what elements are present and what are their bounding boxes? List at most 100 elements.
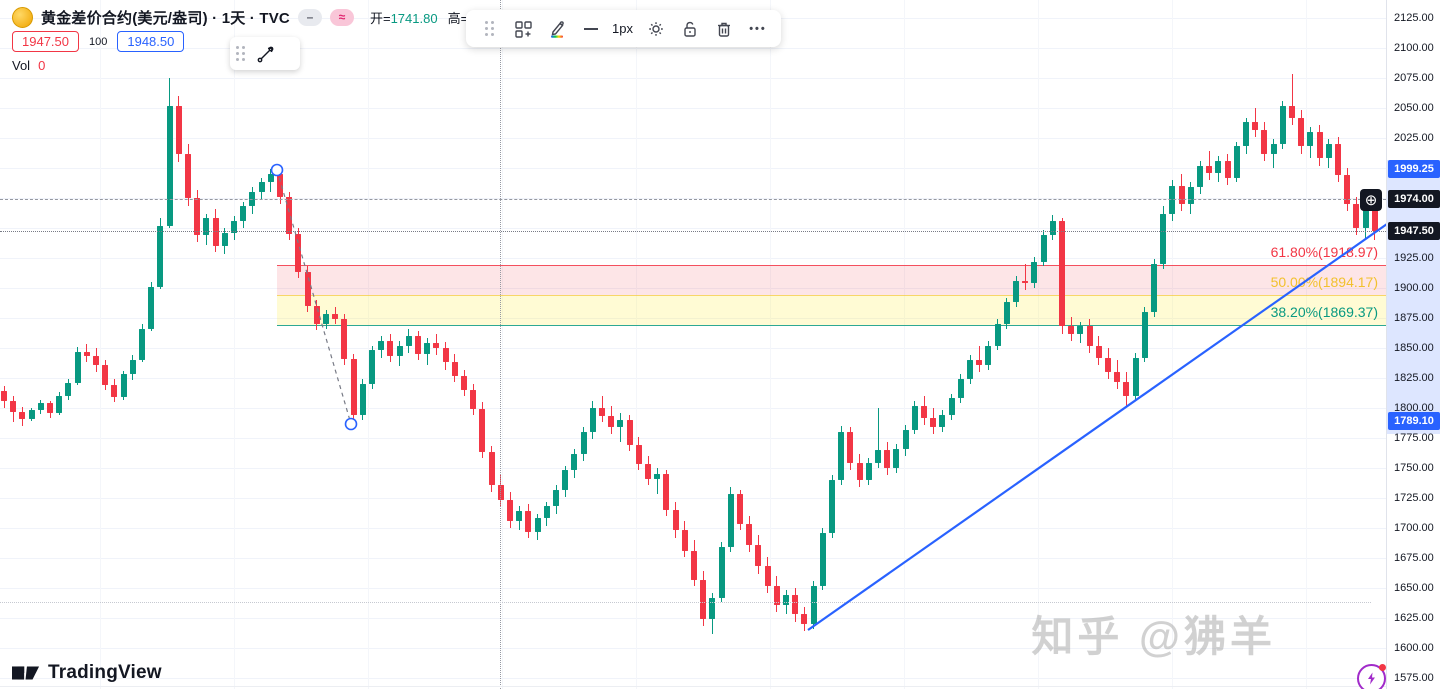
candle-body xyxy=(175,105,182,154)
delete-trash-icon[interactable] xyxy=(709,15,739,43)
hgrid-line xyxy=(0,78,1386,79)
candle-body xyxy=(267,174,274,183)
vgrid-line xyxy=(368,0,369,689)
axis-tick-label: 1850.00 xyxy=(1394,342,1434,354)
candle-body xyxy=(1132,357,1139,396)
candle-body xyxy=(1123,381,1130,396)
more-options-icon[interactable]: ••• xyxy=(749,22,767,35)
quick-action-flash-button[interactable] xyxy=(1357,664,1386,689)
vgrid-line xyxy=(1172,0,1173,689)
candle-body xyxy=(921,405,927,418)
zhihu-watermark: 知乎 @狒羊 xyxy=(1031,613,1276,660)
candle-body xyxy=(396,345,403,357)
candle-body xyxy=(875,450,881,464)
fib-level-label: 38.20%(1869.37) xyxy=(1270,303,1378,320)
candle-body xyxy=(1279,105,1286,144)
add-order-plus-button[interactable]: ⊕ xyxy=(1360,189,1382,211)
fib-level-line[interactable] xyxy=(277,324,1386,326)
candle-body xyxy=(635,445,642,465)
hgrid-line xyxy=(0,438,1386,439)
candle-body xyxy=(1013,280,1019,303)
candle-body xyxy=(902,429,909,449)
candle-body xyxy=(819,532,826,586)
candle-body xyxy=(83,351,90,357)
candle-body xyxy=(451,362,458,376)
candle-body xyxy=(295,234,302,273)
candle-body xyxy=(672,510,679,531)
hgrid-line xyxy=(0,228,1386,229)
drag-handle-icon[interactable] xyxy=(236,46,245,61)
candle-wick xyxy=(1208,151,1210,180)
candle-body xyxy=(700,579,707,620)
candle-body xyxy=(120,374,127,398)
fib-anchor-handle-bottom[interactable] xyxy=(344,417,358,431)
candle-body xyxy=(1243,122,1249,147)
axis-tick-label: 2100.00 xyxy=(1394,42,1434,54)
fib-level-line[interactable] xyxy=(277,265,1386,267)
candle-body xyxy=(1049,220,1056,236)
axis-tick-label: 2125.00 xyxy=(1394,12,1434,24)
candle-body xyxy=(93,356,99,365)
candle-body xyxy=(185,153,191,198)
hgrid-line xyxy=(0,648,1386,649)
hide-indicator-pill[interactable]: – xyxy=(297,8,322,26)
quantity-value[interactable]: 100 xyxy=(89,35,108,48)
candle-body xyxy=(1,391,7,401)
line-width-icon[interactable] xyxy=(576,15,606,43)
hgrid-line xyxy=(0,258,1386,259)
candle-body xyxy=(829,480,835,533)
candle-body xyxy=(479,409,486,453)
price-axis[interactable]: 2125.00 2100.00 2075.00 2050.00 2025.00 1925.… xyxy=(1386,0,1440,689)
candle-body xyxy=(608,416,615,428)
tradingview-logo[interactable]: TradingView xyxy=(12,662,162,684)
wave-indicator-pill[interactable]: ≈ xyxy=(329,8,354,26)
candle-body xyxy=(1160,213,1167,264)
candle-body xyxy=(1105,357,1111,372)
fib-level-label: 50.00%(1894.17) xyxy=(1270,273,1378,290)
axis-tick-label: 1700.00 xyxy=(1394,522,1434,534)
vol-label: Vol xyxy=(12,58,31,73)
tradingview-logo-icon xyxy=(12,666,40,680)
candle-body xyxy=(718,547,725,598)
candle-body xyxy=(1068,326,1075,334)
lock-icon[interactable] xyxy=(675,15,705,43)
toolbar-drag-handle-icon[interactable] xyxy=(474,15,504,43)
candle-body xyxy=(1022,280,1029,284)
candle-body xyxy=(1233,146,1240,178)
hgrid-line xyxy=(0,528,1386,529)
candle-body xyxy=(157,225,164,287)
fib-level-line[interactable] xyxy=(277,294,1386,296)
candle-body xyxy=(286,196,293,234)
candle-body xyxy=(645,464,651,479)
candle-body xyxy=(1197,165,1203,188)
hgrid-line xyxy=(0,108,1386,109)
template-icon[interactable] xyxy=(508,15,538,43)
drawing-toolbar[interactable]: 1px ••• xyxy=(466,10,781,47)
symbol-title[interactable]: 黄金差价合约(美元/盎司) · 1天 · TVC xyxy=(41,9,290,27)
color-pencil-icon[interactable] xyxy=(542,15,572,43)
candle-body xyxy=(240,206,247,221)
axis-tick-label: 2025.00 xyxy=(1394,132,1434,144)
candle-body xyxy=(1362,206,1369,228)
candle-body xyxy=(166,105,173,226)
line-width-label[interactable]: 1px xyxy=(612,21,633,36)
time-axis-border xyxy=(0,686,1386,687)
candle-body xyxy=(1224,160,1231,178)
candle-body xyxy=(1289,105,1295,118)
buy-button[interactable]: 1948.50 xyxy=(117,31,185,52)
price-badge: 1947.50 xyxy=(1388,222,1440,240)
trendline-tool-icon[interactable] xyxy=(251,40,281,68)
candle-body xyxy=(56,396,63,413)
candle-body xyxy=(1178,186,1185,204)
candle-body xyxy=(727,494,734,548)
settings-gear-icon[interactable] xyxy=(641,15,671,43)
candle-body xyxy=(277,174,283,197)
candle-body xyxy=(1114,372,1121,382)
candle-body xyxy=(847,432,854,464)
candle-body xyxy=(1316,132,1323,159)
sell-button[interactable]: 1947.50 xyxy=(12,31,79,52)
candle-body xyxy=(1353,204,1360,228)
drawing-mini-toolbar[interactable] xyxy=(230,37,300,70)
vgrid-line xyxy=(1038,0,1039,689)
axis-tick-label: 1825.00 xyxy=(1394,372,1434,384)
